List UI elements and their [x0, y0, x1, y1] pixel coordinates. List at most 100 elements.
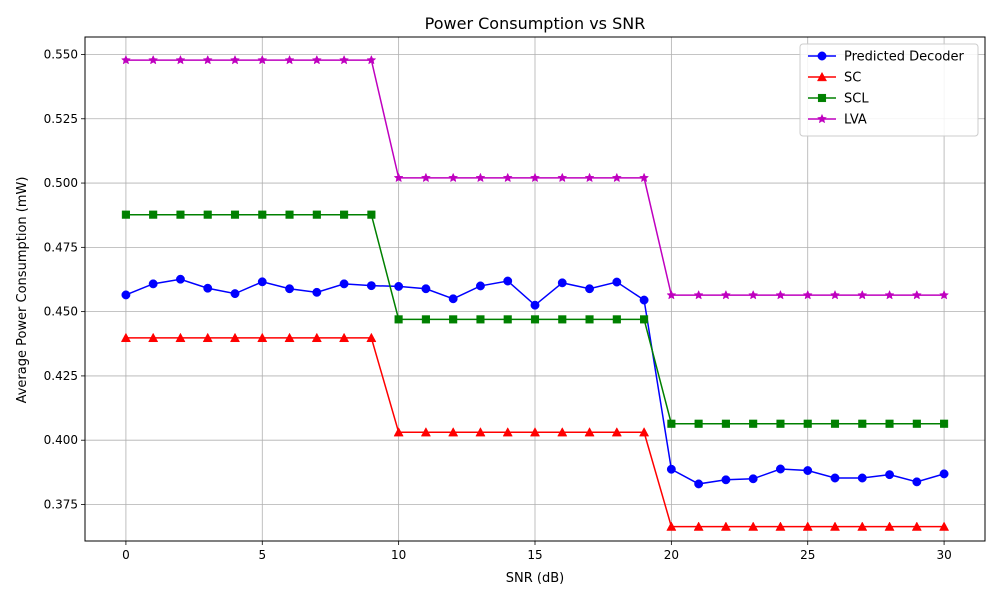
data-point [202, 54, 213, 65]
data-point [885, 419, 894, 428]
series-layer [120, 54, 950, 531]
data-point [366, 54, 377, 65]
data-point [775, 289, 786, 300]
data-point [748, 521, 759, 531]
data-point [940, 419, 949, 428]
data-point [748, 289, 759, 300]
data-point [830, 419, 840, 428]
data-point [448, 172, 459, 183]
grid [85, 37, 985, 541]
data-point [175, 54, 186, 65]
data-point [530, 172, 540, 183]
data-point [311, 332, 322, 343]
data-point [502, 427, 513, 437]
data-point [911, 521, 922, 531]
data-point [639, 427, 650, 437]
data-point [748, 474, 758, 484]
data-point [366, 332, 377, 343]
data-point [693, 521, 704, 531]
data-point [939, 521, 950, 531]
data-point [612, 277, 622, 287]
data-point [666, 289, 677, 300]
data-point [502, 172, 513, 183]
data-point [148, 54, 159, 65]
data-point [503, 315, 512, 324]
legend-box [799, 43, 979, 137]
series-sc [120, 332, 950, 531]
data-point [611, 172, 622, 183]
data-point [939, 289, 950, 300]
x-tick-label: 20 [664, 548, 679, 562]
y-tick-label: 0.375 [44, 497, 78, 511]
data-point [858, 419, 867, 428]
data-point [367, 210, 376, 219]
data-point [585, 315, 594, 324]
legend-marker [817, 93, 827, 103]
data-point [420, 427, 431, 437]
axis-ticks: 0 5 10 15 20 25 30 0.375 0.400 0.425 0.450 0.475 0.5… [44, 47, 952, 562]
data-point [775, 521, 786, 531]
data-point [394, 281, 404, 291]
data-point [202, 332, 213, 343]
data-point [884, 289, 895, 300]
legend-item: Predicted Decoder [808, 50, 965, 65]
x-tick-label: 25 [800, 548, 815, 562]
data-point [720, 521, 731, 531]
data-point [530, 315, 540, 324]
y-tick-label: 0.550 [44, 47, 78, 61]
data-point [284, 54, 295, 65]
data-point [394, 315, 403, 324]
data-point [885, 470, 894, 480]
data-point [640, 315, 649, 324]
data-point [476, 315, 485, 324]
data-point [203, 283, 213, 293]
y-tick-label: 0.500 [44, 176, 78, 190]
data-point [776, 419, 785, 428]
data-point [393, 172, 404, 183]
data-point [148, 279, 158, 289]
legend: Predicted Decoder SC SCL LVA [799, 43, 979, 137]
data-point [776, 464, 785, 474]
data-point [203, 210, 212, 219]
data-point [120, 54, 131, 65]
data-point [257, 54, 268, 65]
legend-marker [817, 51, 827, 61]
legend-label: SC [844, 71, 861, 86]
legend-marker [816, 71, 828, 82]
data-point [857, 473, 867, 483]
data-point [857, 521, 868, 531]
data-point [611, 427, 622, 437]
data-point [912, 419, 921, 428]
data-point [557, 278, 567, 288]
legend-label: SCL [844, 92, 869, 107]
data-point [911, 289, 922, 300]
data-point [557, 172, 568, 183]
data-point [802, 521, 813, 531]
y-tick-label: 0.425 [44, 369, 78, 383]
legend-label: LVA [844, 113, 867, 128]
data-point [857, 289, 868, 300]
legend-item: SC [808, 71, 861, 86]
data-point [720, 289, 731, 300]
data-point [829, 521, 841, 531]
data-point [258, 210, 267, 219]
data-point [176, 274, 185, 284]
data-point [939, 469, 949, 479]
data-point [339, 332, 350, 343]
data-point [448, 427, 459, 437]
x-tick-label: 30 [936, 548, 951, 562]
y-tick-label: 0.525 [44, 112, 78, 126]
data-point [312, 210, 321, 219]
data-point [230, 210, 240, 219]
data-point [667, 419, 676, 428]
data-point [584, 427, 595, 437]
data-point [830, 473, 840, 483]
data-point [257, 277, 267, 287]
x-tick-label: 15 [527, 548, 542, 562]
data-point [339, 279, 349, 289]
data-point [312, 287, 322, 297]
data-point [830, 289, 840, 300]
x-tick-label: 5 [258, 548, 266, 562]
